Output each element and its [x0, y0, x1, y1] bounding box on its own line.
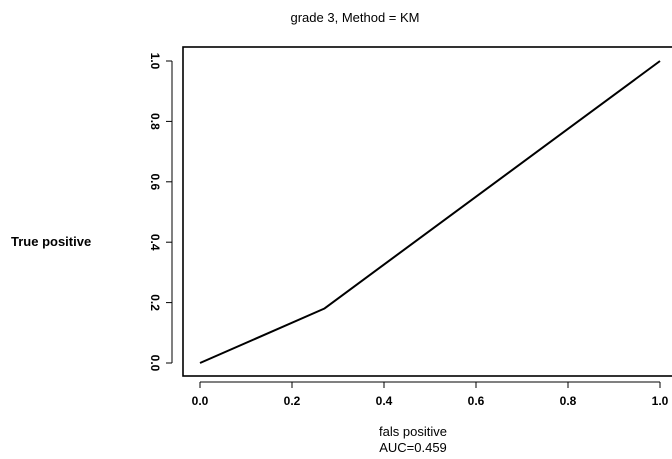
- y-tick-label: 0.8: [148, 113, 162, 130]
- plot-frame: [182, 46, 672, 377]
- chart-title: grade 3, Method = KM: [291, 10, 420, 25]
- y-tick-label: 1.0: [148, 53, 162, 70]
- y-axis-label: True positive: [11, 234, 91, 249]
- x-tick-label: 0.6: [468, 394, 485, 408]
- x-ticks: 0.0 0.2 0.4 0.6 0.8 1.0: [192, 382, 669, 408]
- y-tick-label: 0.0: [148, 355, 162, 372]
- x-tick-label: 1.0: [652, 394, 669, 408]
- x-tick-label: 0.8: [560, 394, 577, 408]
- y-tick-label: 0.4: [148, 234, 162, 251]
- y-tick-label: 0.2: [148, 294, 162, 311]
- x-axis-label: fals positive: [379, 424, 447, 439]
- series-group: [199, 60, 661, 364]
- x-tick-label: 0.0: [192, 394, 209, 408]
- y-tick-label: 0.6: [148, 173, 162, 190]
- roc-curve-line: [199, 60, 661, 364]
- x-tick-label: 0.2: [284, 394, 301, 408]
- y-ticks: 0.0 0.2 0.4 0.6 0.8 1.0: [148, 53, 172, 372]
- x-tick-label: 0.4: [376, 394, 393, 408]
- auc-annotation: AUC=0.459: [379, 440, 447, 455]
